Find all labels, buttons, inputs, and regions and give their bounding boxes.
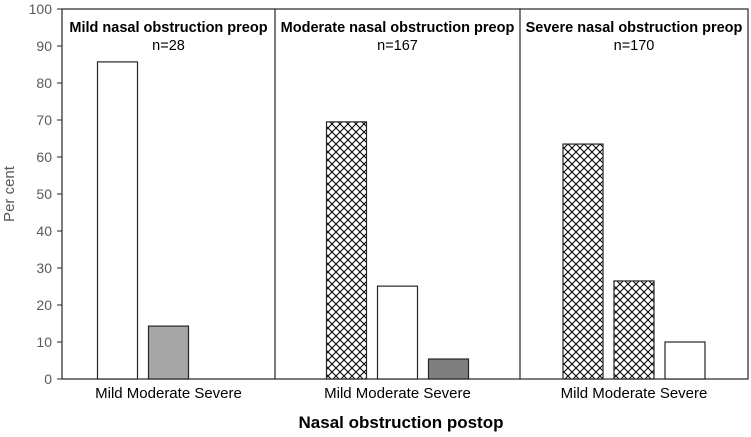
panel-title: Moderate nasal obstruction preop bbox=[281, 20, 515, 36]
panel-n-label: n=170 bbox=[614, 38, 655, 54]
panel: Mild nasal obstruction preop n=28 Mild Mod… bbox=[69, 20, 267, 402]
bar bbox=[613, 280, 655, 380]
y-tick-label: 0 bbox=[44, 371, 52, 387]
y-axis-label: Per cent bbox=[1, 165, 18, 222]
y-tick-label: 100 bbox=[29, 1, 53, 17]
panels: Mild nasal obstruction preop n=28 Mild Mod… bbox=[69, 9, 743, 402]
y-tick-label: 30 bbox=[36, 260, 52, 276]
x-tick-label: Mild Moderate Severe bbox=[561, 385, 708, 402]
x-axis-label: Nasal obstruction postop bbox=[299, 413, 504, 432]
panel-title: Mild nasal obstruction preop bbox=[69, 20, 267, 36]
y-tick-label: 70 bbox=[36, 112, 52, 128]
panel: Moderate nasal obstruction preop n=167 Mil… bbox=[281, 20, 515, 402]
y-tick-label: 60 bbox=[36, 149, 52, 165]
y-tick-label: 90 bbox=[36, 38, 52, 54]
x-tick-label: Mild Moderate Severe bbox=[324, 385, 471, 402]
x-tick-label: Mild Moderate Severe bbox=[95, 385, 242, 402]
panel-n-label: n=28 bbox=[152, 38, 185, 54]
y-tick-label: 40 bbox=[36, 223, 52, 239]
bar bbox=[427, 358, 470, 380]
bar bbox=[325, 121, 368, 380]
bar bbox=[147, 325, 190, 380]
bar bbox=[376, 285, 419, 380]
bar bbox=[664, 341, 706, 380]
y-tick-label: 50 bbox=[36, 186, 52, 202]
y-tick-label: 80 bbox=[36, 75, 52, 91]
y-tick-label: 10 bbox=[36, 334, 52, 350]
panel-title: Severe nasal obstruction preop bbox=[526, 20, 743, 36]
bar bbox=[96, 61, 139, 380]
y-tick-label: 20 bbox=[36, 297, 52, 313]
panel-n-label: n=167 bbox=[377, 38, 418, 54]
panel: Severe nasal obstruction preop n=170 Mild … bbox=[526, 20, 743, 402]
bar bbox=[562, 143, 604, 380]
